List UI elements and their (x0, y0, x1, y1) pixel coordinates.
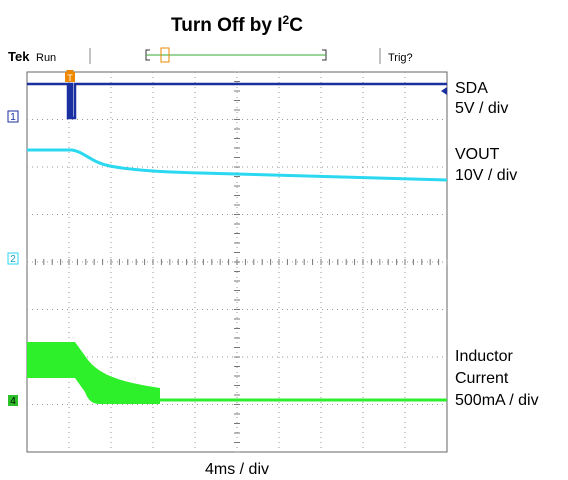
channel-scale: 500mA / div (455, 392, 539, 409)
ch1-box (7, 110, 19, 123)
vout-trace (27, 148, 448, 182)
channel-label: Current (455, 370, 509, 387)
run-status: Run (36, 52, 56, 64)
ch1-marker: 1 (10, 112, 16, 123)
title-main: Turn Off by I (171, 15, 283, 36)
brand: Tek (8, 49, 30, 64)
channel-scale: 5V / div (455, 100, 508, 117)
ch2-box (7, 252, 19, 265)
title: Turn Off by I2C (171, 13, 303, 36)
ch4-box (8, 395, 18, 406)
sda-trace (27, 82, 447, 120)
timebase: 4ms / div (205, 461, 269, 478)
trigger-marker: T (67, 73, 73, 83)
title-end: C (289, 15, 303, 36)
screen (26, 71, 448, 453)
channel-label: SDA (455, 80, 488, 97)
channel-label: VOUT (455, 146, 500, 163)
channel-scale: 10V / div (455, 167, 517, 184)
trigger-level (441, 87, 447, 95)
ch4-marker: 4 (10, 396, 16, 407)
trigger-status: Trig? (388, 52, 413, 64)
channel-label: Inductor (455, 348, 513, 365)
ch2-marker: 2 (10, 254, 16, 265)
inductor-band (27, 342, 160, 404)
title-sup: 2 (283, 13, 290, 27)
trigger-box (65, 72, 75, 82)
record-trigger (160, 47, 170, 63)
